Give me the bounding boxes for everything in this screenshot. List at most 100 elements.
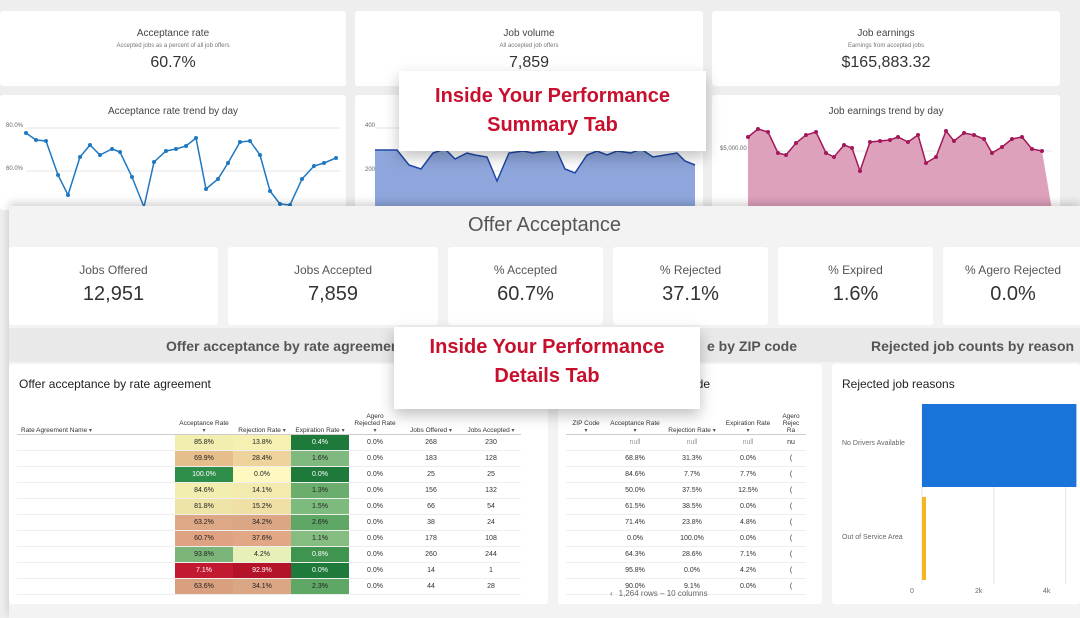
table-cell: 0.0% <box>606 530 664 547</box>
table-cell: 1.3% <box>291 482 349 499</box>
caret-down-icon: ▾ <box>448 427 452 434</box>
kpi-title: Acceptance rate <box>136 28 210 39</box>
table-cell: 4.8% <box>720 514 776 531</box>
rejected-reasons-card: Rejected job reasons No Drivers Availabl… <box>832 364 1080 604</box>
table-cell: 25 <box>461 466 521 483</box>
sub-header-rejected: Rejected job counts by reason <box>871 338 1075 354</box>
table-row[interactable]: 93.8% 4.2% 0.8% 0.0% 260 244 <box>17 546 521 563</box>
table-cell: 230 <box>461 434 521 451</box>
table-cell: 38.5% <box>664 498 720 515</box>
chart-title: Rejected job reasons <box>842 377 955 391</box>
table-cell: ( <box>776 562 806 579</box>
table-cell: 0.0% <box>349 514 401 531</box>
table-cell: null <box>664 434 720 451</box>
table-cell: 0.0% <box>349 498 401 515</box>
kpi-title: Job volume <box>503 28 555 39</box>
table-cell: 95.8% <box>606 562 664 579</box>
section-title: Offer Acceptance <box>467 214 622 236</box>
table-cell: null <box>606 434 664 451</box>
table-cell: 1.5% <box>291 498 349 515</box>
caret-down-icon: ▾ <box>202 427 206 434</box>
caret-down-icon: ▾ <box>746 427 750 434</box>
table-cell: ( <box>776 530 806 547</box>
table-row[interactable]: 0.0% 100.0% 0.0%( <box>566 530 806 547</box>
table-cell: 34.2% <box>233 514 291 531</box>
y-tick-mid: 60.0% <box>6 166 24 172</box>
table-row[interactable]: 60.7% 37.6% 1.1% 0.0% 178 108 <box>17 530 521 547</box>
table-cell: 0.8% <box>291 546 349 563</box>
table-cell <box>17 514 175 531</box>
table-row[interactable]: 63.6% 34.1% 2.3% 0.0% 44 28 <box>17 578 521 595</box>
table-cell: 64.3% <box>606 546 664 563</box>
y-tick-top: 400 <box>365 123 376 129</box>
table-cell: 90.0% <box>606 578 664 595</box>
table-cell: 178 <box>401 530 461 547</box>
col-expiration-rate[interactable]: Expiration Rate ▾ <box>291 394 349 435</box>
table-cell <box>566 530 606 547</box>
table-cell <box>566 482 606 499</box>
table-row[interactable]: 64.3% 28.6% 7.1%( <box>566 546 806 563</box>
kpi-value: 0.0% <box>990 283 1036 305</box>
table-row[interactable]: 71.4% 23.8% 4.8%( <box>566 514 806 531</box>
table-row[interactable]: null null null nu <box>566 434 806 451</box>
col-expiration-rate[interactable]: Expiration Rate ▾ <box>720 394 776 435</box>
table-cell: 84.6% <box>606 466 664 483</box>
table-cell: 0.0% <box>720 498 776 515</box>
table-cell: 0.0% <box>349 466 401 483</box>
table-cell: 2.3% <box>291 578 349 595</box>
table-cell: 24 <box>461 514 521 531</box>
table-cell: 1.1% <box>291 530 349 547</box>
overlay-line: Details Tab <box>494 365 600 387</box>
table-cell <box>17 482 175 499</box>
caret-down-icon: ▾ <box>633 427 637 434</box>
col-agero-rejected[interactable]: Agero Rejec Ra <box>776 394 806 435</box>
table-cell: 71.4% <box>606 514 664 531</box>
kpi-subtitle: All accepted job offers <box>499 43 559 49</box>
table-cell: ( <box>776 466 806 483</box>
table-cell: ( <box>776 546 806 563</box>
kpi-percent-expired: % Expired 1.6% <box>778 247 933 325</box>
kpi-card-earnings: Job earnings Earnings from accepted jobs… <box>712 11 1060 86</box>
table-row[interactable]: 90.0% 9.1% 0.0%( <box>566 578 806 595</box>
table-row[interactable]: 95.8% 0.0% 4.2%( <box>566 562 806 579</box>
table-cell: 260 <box>401 546 461 563</box>
table-row[interactable]: 69.9% 28.4% 1.6% 0.0% 183 128 <box>17 450 521 467</box>
table-cell: 44 <box>401 578 461 595</box>
table-row[interactable]: 84.6% 7.7% 7.7%( <box>566 466 806 483</box>
table-row[interactable]: 50.0% 37.5% 12.5%( <box>566 482 806 499</box>
table-cell: 132 <box>461 482 521 499</box>
table-cell: 92.9% <box>233 562 291 579</box>
table-cell: 1 <box>461 562 521 579</box>
bar-1 <box>922 497 926 580</box>
table-cell <box>566 434 606 451</box>
table-row[interactable]: 100.0% 0.0% 0.0% 0.0% 25 25 <box>17 466 521 483</box>
col-rate-agreement-name[interactable]: Rate Agreement Name ▾ <box>17 394 175 435</box>
chevron-left-icon[interactable]: ‹ <box>610 589 613 598</box>
table-cell: 50.0% <box>606 482 664 499</box>
table-row[interactable]: 81.8% 15.2% 1.5% 0.0% 66 54 <box>17 498 521 515</box>
table-cell: 128 <box>461 450 521 467</box>
table-row[interactable]: 68.8% 31.3% 0.0%( <box>566 450 806 467</box>
col-acceptance-rate[interactable]: Acceptance Rate ▾ <box>175 394 233 435</box>
table-cell: 61.5% <box>606 498 664 515</box>
table-cell: 1.6% <box>291 450 349 467</box>
earnings-area-svg <box>746 127 1052 210</box>
table-row[interactable]: 85.8% 13.8% 0.4% 0.0% 268 230 <box>17 434 521 451</box>
table-row[interactable]: 63.2% 34.2% 2.6% 0.0% 38 24 <box>17 514 521 531</box>
table-cell <box>566 514 606 531</box>
overlay-line: Inside Your Performance <box>429 336 665 358</box>
kpi-percent-rejected: % Rejected 37.1% <box>613 247 768 325</box>
table-cell <box>566 450 606 467</box>
table-title: Offer acceptance by rate agreement <box>19 377 211 391</box>
caret-down-icon: ▾ <box>584 427 588 434</box>
table-cell <box>17 498 175 515</box>
table-row[interactable]: 61.5% 38.5% 0.0%( <box>566 498 806 515</box>
table-row[interactable]: 7.1% 92.9% 0.0% 0.0% 14 1 <box>17 562 521 579</box>
col-agero-rejected-rate[interactable]: Agero Rejected Rate ▾ <box>349 394 401 435</box>
table-cell: 69.9% <box>175 450 233 467</box>
table-cell: 4.2% <box>233 546 291 563</box>
table-row[interactable]: 84.6% 14.1% 1.3% 0.0% 156 132 <box>17 482 521 499</box>
col-rejection-rate[interactable]: Rejection Rate ▾ <box>233 394 291 435</box>
table-cell <box>566 466 606 483</box>
table-cell: 34.1% <box>233 578 291 595</box>
